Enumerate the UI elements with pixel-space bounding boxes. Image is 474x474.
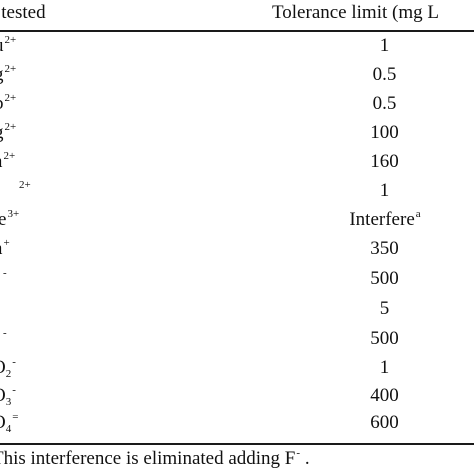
bottom-rule	[0, 443, 474, 445]
ion-cell: g2+	[0, 63, 17, 85]
table-row: e3+ Interferea	[0, 207, 474, 235]
ion-cell: b2+	[0, 92, 17, 114]
tolerance-value: 1	[379, 357, 390, 378]
table-row: a+ 350	[0, 236, 474, 264]
tolerance-value: 500	[370, 328, 399, 349]
table-row: b2+ 0.5	[0, 91, 474, 119]
ion-cell: O4=	[0, 411, 19, 435]
ion-cell: a+	[0, 237, 10, 259]
ion-cell: O3-	[0, 384, 16, 408]
tolerance-value: 500	[370, 268, 399, 289]
table-row: g2+ 100	[0, 120, 474, 148]
tolerance-value: 400	[370, 385, 399, 406]
table-row: 2+ 1	[0, 178, 474, 206]
ion-cell: a2+	[0, 150, 16, 172]
table-footnote: This interference is eliminated adding F…	[0, 447, 310, 469]
tolerance-value: 0.5	[372, 93, 397, 114]
tolerance-value: 350	[370, 238, 399, 259]
ion-cell: e3+	[0, 208, 20, 230]
table-row: a2+ 160	[0, 149, 474, 177]
tolerance-value: 1	[379, 35, 390, 56]
header-ion-tested: n tested	[0, 2, 46, 23]
table-row: O3- 400	[0, 383, 474, 411]
ion-cell: -	[3, 327, 7, 339]
tolerance-value: 0.5	[372, 64, 397, 85]
tolerance-value: 160	[370, 151, 399, 172]
header-rule	[0, 30, 474, 32]
ion-cell: -	[3, 267, 7, 279]
table-row: g2+ 0.5	[0, 62, 474, 90]
ion-cell: u2+	[0, 34, 17, 56]
tolerance-value: 100	[370, 122, 399, 143]
table-row: - 500	[0, 266, 474, 294]
header-tolerance-limit: Tolerance limit (mg L	[272, 2, 439, 23]
table-row: 5	[0, 296, 474, 324]
table-row: O4= 600	[0, 410, 474, 438]
tolerance-value: Interferea	[349, 208, 421, 230]
tolerance-value: 5	[379, 298, 390, 319]
table-row: u2+ 1	[0, 33, 474, 61]
ion-cell: O2-	[0, 356, 16, 380]
table-row: - 500	[0, 326, 474, 354]
tolerance-value: 1	[379, 180, 390, 201]
ion-cell: g2+	[0, 121, 17, 143]
tolerance-value: 600	[370, 412, 399, 433]
table-row: O2- 1	[0, 355, 474, 383]
ion-cell: 2+	[19, 179, 31, 191]
